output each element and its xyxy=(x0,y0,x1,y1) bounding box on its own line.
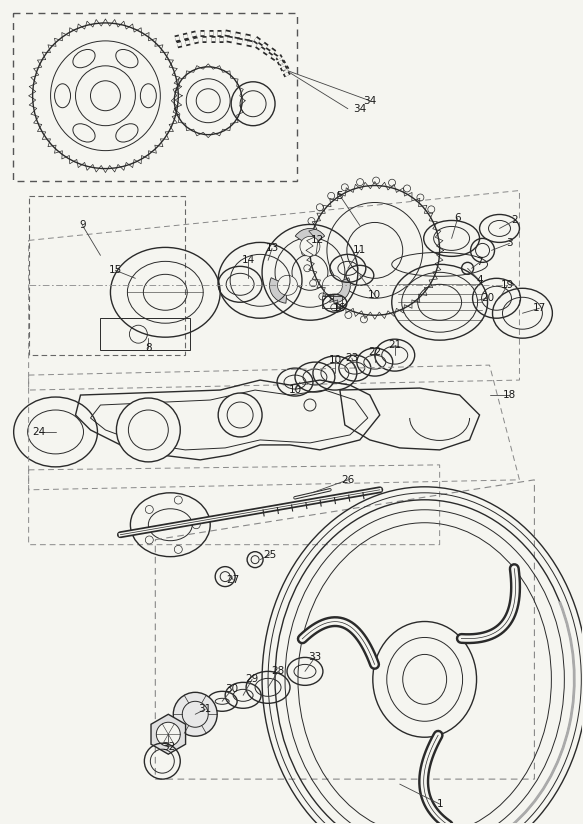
Text: 28: 28 xyxy=(272,667,285,677)
Text: 29: 29 xyxy=(245,674,259,685)
Text: 20: 20 xyxy=(481,293,494,303)
Text: 25: 25 xyxy=(264,550,277,559)
Wedge shape xyxy=(295,228,325,246)
Text: 16: 16 xyxy=(333,303,346,313)
Text: 26: 26 xyxy=(341,475,354,485)
Polygon shape xyxy=(151,714,185,754)
Circle shape xyxy=(278,275,297,295)
Bar xyxy=(13,13,297,180)
Text: 34: 34 xyxy=(353,104,367,114)
Wedge shape xyxy=(332,278,350,303)
Text: 33: 33 xyxy=(308,653,322,662)
Wedge shape xyxy=(269,278,287,303)
Text: 2: 2 xyxy=(511,215,518,226)
Text: 10: 10 xyxy=(368,290,381,300)
Text: 24: 24 xyxy=(32,427,45,437)
Circle shape xyxy=(117,398,180,462)
Text: 11: 11 xyxy=(353,246,367,255)
Text: 14: 14 xyxy=(241,255,255,265)
Text: 1: 1 xyxy=(436,799,443,809)
Text: 4: 4 xyxy=(476,275,483,285)
Text: 17: 17 xyxy=(533,303,546,313)
Text: 19: 19 xyxy=(501,280,514,290)
Circle shape xyxy=(156,723,180,747)
Circle shape xyxy=(173,692,217,736)
Text: 6: 6 xyxy=(454,213,461,223)
Text: 18: 18 xyxy=(503,390,516,400)
Circle shape xyxy=(218,393,262,437)
Text: 9: 9 xyxy=(79,221,86,231)
Text: 3: 3 xyxy=(506,238,513,248)
Text: 34: 34 xyxy=(363,96,377,105)
Text: 27: 27 xyxy=(227,574,240,584)
Text: 30: 30 xyxy=(226,685,238,695)
Text: 13: 13 xyxy=(265,243,279,254)
Circle shape xyxy=(322,275,342,295)
Text: 21: 21 xyxy=(388,340,401,350)
Text: 31: 31 xyxy=(199,705,212,714)
Text: 23: 23 xyxy=(345,353,359,363)
Text: 32: 32 xyxy=(161,742,175,752)
Text: 15: 15 xyxy=(109,265,122,275)
Text: 10: 10 xyxy=(328,355,342,365)
Text: 7: 7 xyxy=(476,257,483,267)
Text: 8: 8 xyxy=(145,343,152,353)
Circle shape xyxy=(300,236,320,256)
Text: 10: 10 xyxy=(289,385,301,395)
Text: 22: 22 xyxy=(368,347,381,357)
Text: 12: 12 xyxy=(311,236,325,246)
Text: 5: 5 xyxy=(336,190,343,200)
